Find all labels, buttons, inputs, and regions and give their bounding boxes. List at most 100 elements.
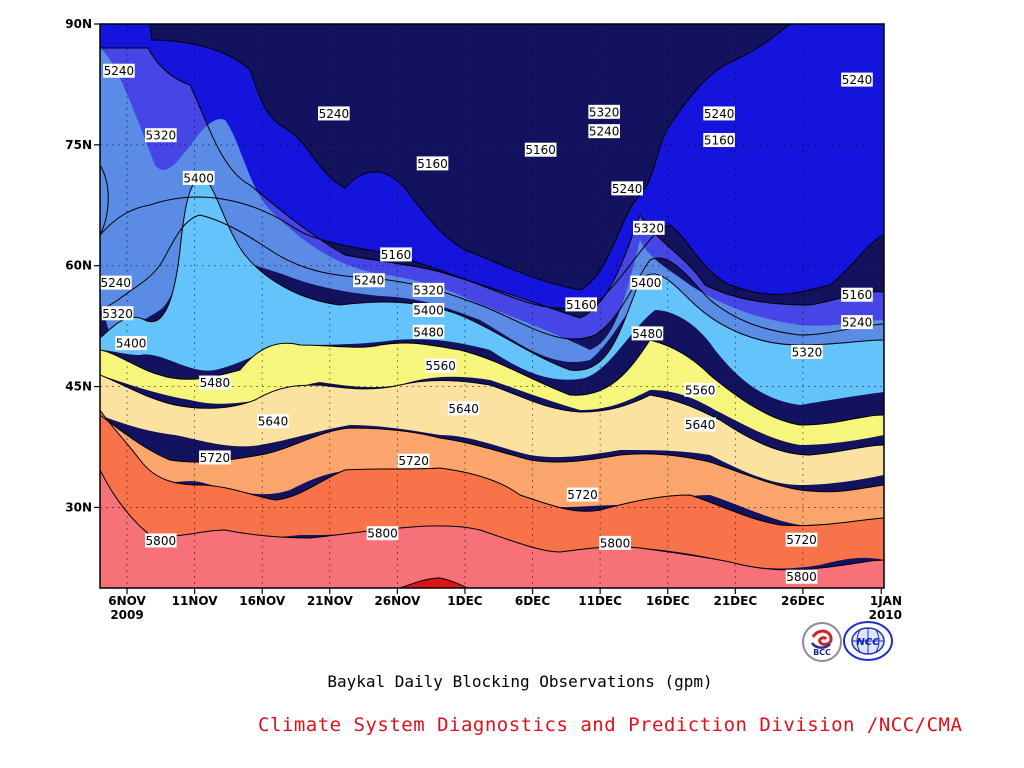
contour-label: 5720 — [199, 450, 231, 465]
bcc-logo: BCC — [802, 622, 842, 662]
contour-label: 5320 — [412, 282, 445, 297]
bcc-logo-swirl — [811, 629, 833, 646]
contour-label: 5320 — [633, 220, 665, 235]
svg-text:5800: 5800 — [146, 534, 177, 548]
contour-line-5480 — [100, 339, 884, 426]
contour-label: 5240 — [103, 63, 135, 78]
svg-text:5480: 5480 — [413, 325, 444, 339]
contour-label: 5320 — [791, 344, 823, 359]
x-tick-label: 11NOV — [172, 594, 219, 608]
contour-label: 5160 — [703, 133, 735, 148]
contour-label: 5160 — [380, 247, 412, 262]
x-tick-label: 1DEC — [447, 594, 483, 608]
plot-frame — [99, 23, 885, 589]
contour-label: 5400 — [630, 275, 662, 290]
contour-label: 5800 — [599, 535, 631, 550]
contour-line-5800 — [100, 469, 884, 571]
contour-label: 5320 — [145, 128, 177, 143]
svg-text:5240: 5240 — [612, 182, 643, 196]
svg-text:5800: 5800 — [786, 570, 817, 584]
contour-label: 5400 — [182, 170, 215, 185]
contour-label: 5240 — [841, 315, 873, 330]
contour-line-5320 — [100, 214, 884, 340]
contour-label: 5720 — [785, 532, 818, 547]
svg-text:5640: 5640 — [448, 402, 479, 416]
contour-label: 5240 — [353, 273, 385, 288]
x-tick-label: 21DEC — [713, 594, 757, 608]
contour-label: 5320 — [588, 104, 620, 119]
contour-label: 5160 — [565, 297, 598, 312]
svg-text:5560: 5560 — [425, 359, 456, 373]
x-tick-label: 26NOV — [374, 594, 421, 608]
svg-text:5640: 5640 — [685, 418, 716, 432]
fill-band-5480 — [100, 340, 884, 445]
svg-text:5800: 5800 — [367, 527, 398, 541]
ncc-logo-text: NCC — [856, 637, 880, 648]
axis-ticks: 6NOV 2009 11NOV 16NOV 21NOV 26NOV 1DEC 6DEC 11DE… — [65, 17, 902, 622]
fill-band-5240 — [100, 48, 884, 340]
svg-text:5320: 5320 — [146, 129, 177, 143]
contour-line-5720 — [100, 409, 884, 527]
contour-label: 5160 — [524, 142, 557, 157]
fill-band-5320 — [100, 48, 884, 362]
contour-label: 5720 — [397, 453, 430, 468]
contour-line-5880 — [399, 577, 469, 588]
svg-text:5240: 5240 — [104, 64, 135, 78]
contour-label: 5480 — [199, 375, 231, 390]
contour-label: 5480 — [631, 326, 664, 341]
svg-text:5400: 5400 — [116, 337, 147, 351]
x-tick-label: 1JAN 2010 — [869, 594, 902, 622]
contour-label: 5240 — [841, 72, 873, 87]
svg-text:5240: 5240 — [101, 276, 132, 290]
contour-labels: 5240 5240 5320 5400 5160 5160 5320 5240 5240 5160… — [100, 63, 873, 584]
svg-text:5640: 5640 — [258, 415, 289, 429]
contour-label: 5240 — [611, 181, 643, 196]
svg-text:5720: 5720 — [200, 451, 231, 465]
contour-label: 5720 — [566, 487, 599, 502]
fill-band-5160 — [100, 24, 884, 309]
svg-text:5240: 5240 — [589, 125, 620, 139]
contour-label: 5160 — [841, 287, 873, 302]
y-tick-label: 60N — [65, 259, 92, 273]
svg-text:5160: 5160 — [704, 134, 735, 148]
contour-line-5560 — [100, 374, 884, 456]
fill-band-5800 — [100, 470, 884, 588]
svg-text:5720: 5720 — [786, 533, 817, 547]
svg-text:5240: 5240 — [842, 73, 873, 87]
bcc-logo-circle — [802, 622, 842, 662]
svg-text:5480: 5480 — [200, 376, 231, 390]
y-tick-label: 45N — [65, 380, 92, 394]
svg-text:5160: 5160 — [842, 288, 873, 302]
fill-band-5720 — [100, 410, 884, 569]
contour-label: 5240 — [588, 124, 620, 139]
contour-label: 5240 — [100, 275, 132, 290]
svg-text:5320: 5320 — [102, 307, 133, 321]
chart-caption: Baykal Daily Blocking Observations (gpm) — [327, 672, 713, 691]
contour-label: 5640 — [684, 417, 716, 432]
fill-band-5640 — [100, 415, 884, 525]
contour-label: 5240 — [703, 106, 735, 121]
contour-label: 5640 — [447, 401, 480, 416]
x-tick-label: 6DEC — [515, 594, 551, 608]
x-tick-label: 16NOV — [239, 594, 286, 608]
credit-line: Climate System Diagnostics and Predictio… — [258, 714, 963, 736]
contour-label: 5160 — [416, 156, 449, 171]
contour-label: 5800 — [366, 526, 399, 541]
svg-text:5160: 5160 — [525, 143, 556, 157]
svg-text:5400: 5400 — [413, 304, 444, 318]
x-tick-label: 21NOV — [307, 594, 354, 608]
svg-text:5320: 5320 — [589, 105, 620, 119]
ncc-logo: NCC — [843, 621, 893, 661]
contour-label: 5400 — [115, 336, 147, 351]
contour-line-5160 — [100, 24, 884, 309]
svg-text:5240: 5240 — [704, 107, 735, 121]
y-tick-label: 75N — [65, 138, 92, 152]
ncc-logo-meridians — [852, 628, 884, 654]
bcc-logo-text: BCC — [813, 648, 831, 657]
svg-text:5160: 5160 — [417, 157, 448, 171]
svg-text:5240: 5240 — [842, 316, 873, 330]
svg-text:5240: 5240 — [354, 274, 385, 288]
x-tick-label: 6NOV 2009 — [108, 594, 146, 622]
svg-text:5160: 5160 — [566, 298, 597, 312]
contour-label: 5320 — [101, 306, 134, 321]
